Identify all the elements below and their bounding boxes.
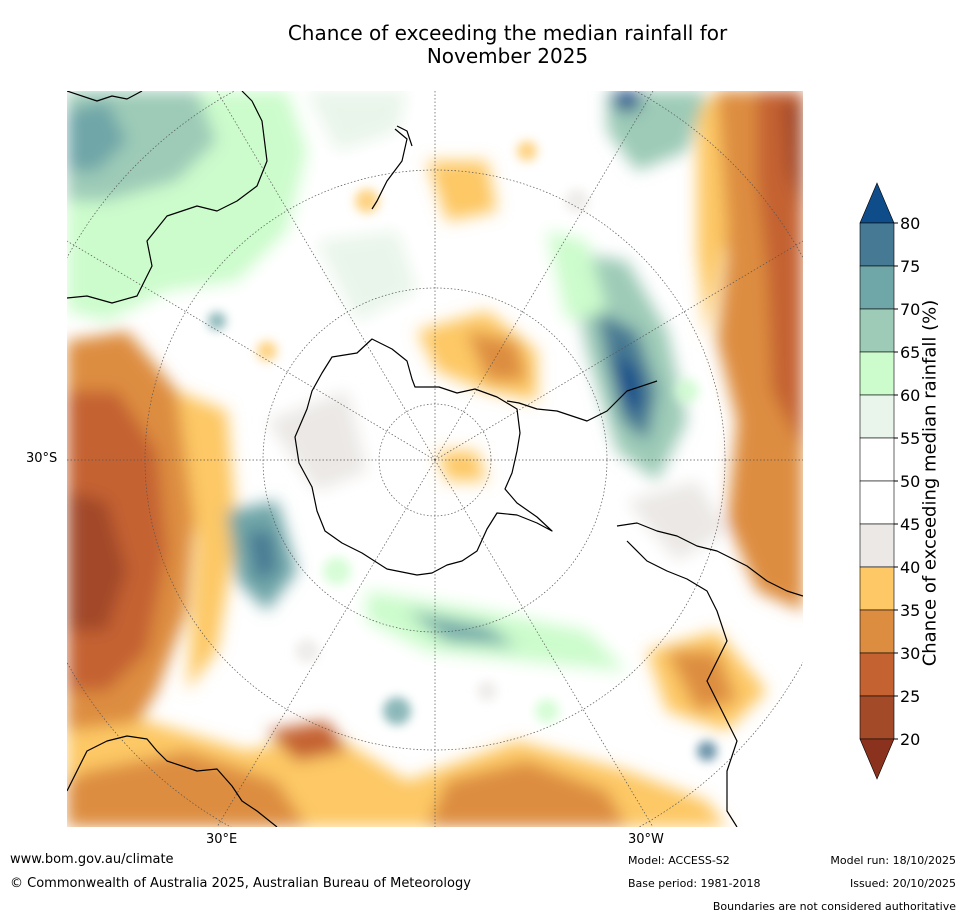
colorbar-swatch-60-65 [859,351,895,396]
colorbar-title: Chance of exceeding median rainfall (%) [919,299,941,667]
colorbar-tick-label-60: 60 [900,386,920,405]
colorbar-swatches [859,182,895,780]
colorbar-tick-label-35: 35 [900,601,920,620]
colorbar-tick-label-70: 70 [900,300,920,319]
new-zealand-coastline [371,125,413,210]
colorbar-tick-label-45: 45 [900,515,920,534]
colorbar-swatch-50-55 [859,437,895,482]
chart-title: Chance of exceeding the median rainfall … [240,22,775,68]
rainfall-map [67,91,803,827]
australia-coastline [67,91,268,304]
title-line-2: November 2025 [426,44,589,68]
colorbar-tick-label-65: 65 [900,343,920,362]
colorbar-swatch-75-80 [859,222,895,267]
title-line-1: Chance of exceeding the median rainfall … [287,21,728,45]
colorbar-swatch-30-35 [859,609,895,654]
colorbar-tick-label-25: 25 [900,687,920,706]
colorbar-swatch-55-60 [859,394,895,439]
colorbar-swatch-45-50 [859,480,895,525]
colorbar-swatch-above-80 [859,182,895,224]
footer-copyright: © Commonwealth of Australia 2025, Austra… [10,876,471,891]
colorbar-tick-label-30: 30 [900,644,920,663]
colorbar-swatch-40-45 [859,523,895,568]
colorbar-swatch-70-75 [859,265,895,310]
rainfall-anomaly-fields [67,91,803,827]
footer-issued: Issued: 20/10/2025 [849,877,956,890]
longitude-label-30e: 30°E [206,832,238,847]
footer-website: www.bom.gov.au/climate [10,852,174,867]
colorbar-tick-label-50: 50 [900,472,920,491]
footer-base-period: Base period: 1981-2018 [628,877,761,890]
colorbar-swatch-25-30 [859,652,895,697]
colorbar-swatch-65-70 [859,308,895,353]
colorbar-swatch-below-20 [859,738,895,780]
colorbar-ticks: 80 75 70 65 60 55 50 45 40 35 30 25 20 [894,214,920,749]
africa-coastline [67,735,278,827]
colorbar-tick-label-40: 40 [900,558,920,577]
longitude-label-30w: 30°W [628,832,664,847]
colorbar-tick-label-75: 75 [900,257,920,276]
coastlines [67,91,803,827]
colorbar-tick-label-55: 55 [900,429,920,448]
antarctic-peninsula [506,380,658,422]
footer-disclaimer: Boundaries are not considered authoritat… [712,900,956,913]
colorbar-svg: 80 75 70 65 60 55 50 45 40 35 30 25 20 [859,182,920,780]
latitude-label-30s: 30°S [26,451,58,466]
colorbar: 80 75 70 65 60 55 50 45 40 35 30 25 20 [858,180,965,790]
colorbar-tick-label-80: 80 [900,214,920,233]
south-america-coastline [616,522,803,827]
graticule [67,91,803,827]
colorbar-tick-label-20: 20 [900,730,920,749]
footer-model-run: Model run: 18/10/2025 [830,854,956,867]
rainfall-noise-speckle [208,141,717,761]
colorbar-swatch-35-40 [859,566,895,611]
colorbar-swatch-20-25 [859,695,895,740]
footer-model: Model: ACCESS-S2 [628,854,730,867]
antarctica-coastline [294,338,553,576]
map-svg [67,91,803,827]
